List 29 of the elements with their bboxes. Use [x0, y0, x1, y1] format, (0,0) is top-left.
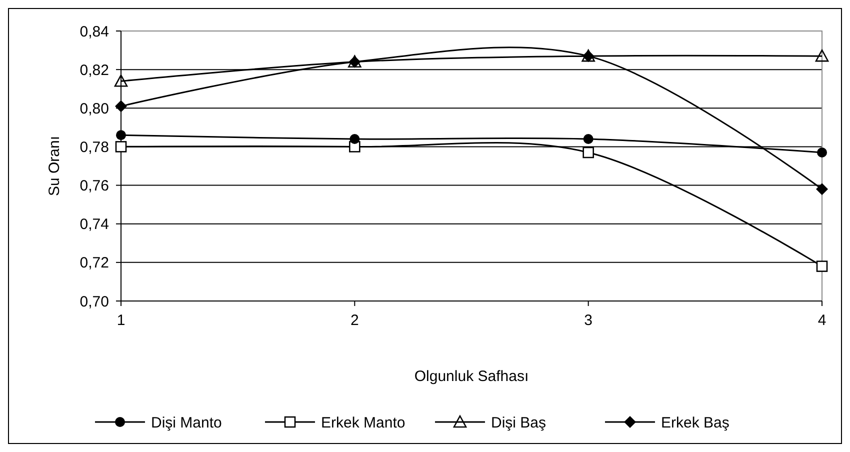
point [816, 183, 828, 196]
x-tick-label: 2 [350, 312, 359, 329]
legend-label: Dişi Baş [491, 414, 546, 432]
y-tick-label: 0,82 [80, 62, 109, 79]
point [116, 130, 126, 140]
point [815, 49, 829, 62]
legend-label: Dişi Manto [151, 414, 222, 432]
point [583, 134, 594, 144]
point [115, 100, 127, 112]
y-tick-label: 0,78 [80, 138, 109, 156]
point [350, 134, 360, 144]
y-tick-label: 0,72 [80, 254, 109, 272]
y-axis-title: Su Oranı [46, 136, 63, 196]
legend-label: Erkek Manto [321, 414, 406, 432]
point [114, 74, 128, 87]
y-tick-label: 0,74 [80, 216, 109, 234]
y-tick-label: 0,70 [80, 293, 109, 310]
point [115, 141, 127, 152]
x-tick-label: 3 [584, 312, 593, 329]
x-tick-label: 1 [116, 312, 126, 329]
legend-label: Erkek Baş [661, 414, 730, 432]
x-axis-title: Olgunluk Safhası [414, 368, 529, 385]
point [817, 148, 827, 158]
y-tick-label: 0,84 [80, 23, 109, 40]
y-tick-label: 0,76 [80, 178, 109, 195]
point [582, 146, 594, 158]
y-tick-label: 0,80 [80, 100, 109, 118]
x-tick-label: 4 [818, 312, 826, 329]
point [816, 260, 828, 272]
